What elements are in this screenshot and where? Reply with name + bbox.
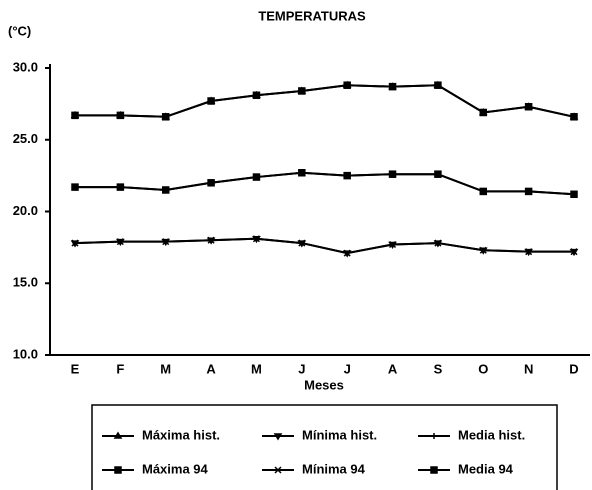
marker: [343, 81, 351, 89]
y-tick-label: 20.0: [13, 203, 38, 218]
chart-title: TEMPERATURAS: [258, 8, 366, 23]
series-line: [75, 84, 575, 118]
marker: [161, 113, 170, 121]
x-tick-label: J: [344, 361, 351, 376]
marker: [434, 170, 442, 178]
y-tick-label: 25.0: [13, 131, 38, 146]
marker: [389, 240, 397, 249]
x-tick-label: A: [388, 361, 398, 376]
marker: [524, 187, 533, 196]
legend-label: Media 94: [458, 461, 514, 476]
marker: [298, 239, 306, 247]
marker: [207, 179, 215, 187]
marker: [298, 87, 306, 95]
marker: [71, 183, 79, 191]
x-tick-label: S: [434, 361, 443, 376]
marker: [570, 113, 578, 121]
marker: [343, 171, 351, 180]
x-tick-label: E: [71, 361, 80, 376]
marker: [273, 433, 283, 441]
x-tick-label: D: [569, 361, 578, 376]
marker: [161, 186, 170, 194]
marker: [113, 431, 123, 439]
marker: [116, 238, 124, 246]
marker: [570, 248, 578, 256]
marker: [116, 111, 125, 120]
x-tick-label: M: [160, 361, 171, 376]
y-tick-label: 10.0: [13, 346, 38, 361]
x-tick-label: A: [206, 361, 216, 376]
marker: [525, 248, 533, 256]
legend-label: Máxima 94: [142, 461, 209, 476]
marker: [274, 466, 282, 474]
marker: [479, 187, 488, 196]
marker: [524, 102, 533, 111]
legend-label: Máxima hist.: [142, 427, 220, 442]
legend-label: Mínima 94: [302, 461, 366, 476]
x-axis-label: Meses: [304, 377, 344, 392]
x-tick-label: F: [116, 361, 124, 376]
marker: [207, 236, 215, 244]
marker: [71, 111, 79, 120]
marker: [431, 433, 437, 439]
legend-box: [91, 404, 558, 490]
legend-label: Media hist.: [458, 427, 525, 442]
marker: [434, 81, 442, 89]
marker: [434, 239, 442, 247]
marker: [479, 108, 488, 117]
marker: [207, 97, 215, 105]
marker: [71, 239, 79, 247]
x-tick-label: O: [478, 361, 488, 376]
y-axis-label: (°C): [8, 23, 31, 38]
y-tick-label: 15.0: [13, 275, 38, 290]
y-tick-label: 30.0: [13, 59, 38, 74]
x-tick-label: J: [298, 361, 305, 376]
marker: [570, 190, 578, 199]
series-line: [74, 237, 574, 255]
x-tick-label: N: [524, 361, 533, 376]
marker: [388, 170, 397, 178]
marker: [252, 235, 260, 243]
x-tick-label: M: [251, 361, 262, 376]
series-line: [75, 171, 575, 196]
marker: [114, 466, 122, 474]
marker: [343, 249, 351, 257]
legend-label: Mínima hist.: [302, 427, 377, 442]
marker: [388, 82, 397, 91]
marker: [252, 91, 261, 100]
marker: [252, 173, 261, 181]
marker: [116, 183, 125, 191]
marker: [162, 238, 170, 246]
marker: [479, 246, 487, 254]
marker: [430, 466, 438, 474]
marker: [298, 169, 306, 177]
